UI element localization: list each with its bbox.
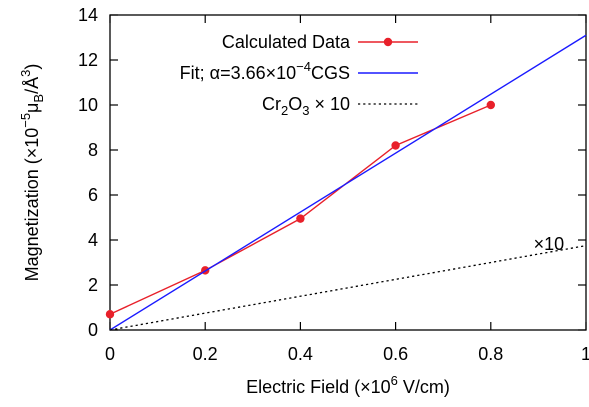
y-axis-label: Magnetization (×10−5μB/Å3) [18,64,46,282]
data-point [296,214,305,223]
x-axis-label: Electric Field (×106 V/cm) [246,373,450,397]
x-tick-label: 0.6 [383,344,408,364]
y-tick-label: 4 [88,230,98,250]
y-tick-label: 6 [88,185,98,205]
x-tick-label: 0.8 [478,344,503,364]
series-line-1 [109,34,587,331]
x-tick-label: 0.2 [193,344,218,364]
x-tick-label: 0.4 [288,344,313,364]
plot-frame [109,14,587,331]
y-tick-label: 8 [88,140,98,160]
series-line-2 [109,244,587,331]
axis-labels: Electric Field (×106 V/cm) Magnetization … [18,64,450,397]
x-tick-label: 0 [105,344,115,364]
y-tick-label: 14 [78,5,98,25]
plot-marks: ×10 [105,34,587,331]
data-point [105,310,115,319]
y-tick-label: 0 [88,320,98,340]
legend: Calculated Data Fit; α=3.66×10−4CGS Cr2O3 … [180,32,418,118]
series-line-0 [109,104,492,315]
legend-label-2: Cr2O3 × 10 [262,94,350,118]
annotation-x10: ×10 [534,234,565,254]
y-tick-label: 2 [88,275,98,295]
data-point [391,141,400,150]
legend-label-0: Calculated Data [222,32,351,52]
data-point [486,100,495,110]
legend-label-1: Fit; α=3.66×10−4CGS [180,59,350,83]
legend-marker-0 [383,37,393,47]
y-tick-label: 10 [78,95,98,115]
x-tick-label: 1 [581,344,589,364]
y-tick-label: 12 [78,50,98,70]
